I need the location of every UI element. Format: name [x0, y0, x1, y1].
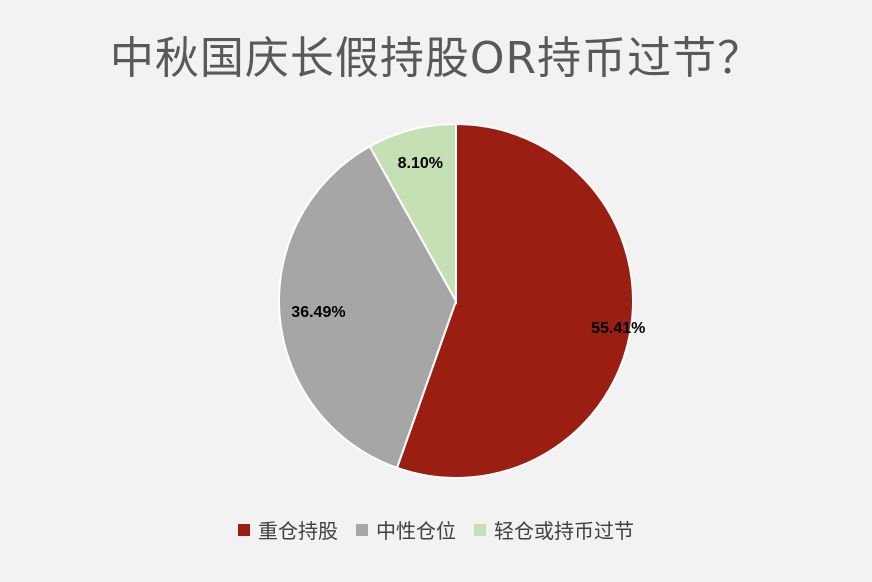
data-label-neutral: 36.49% — [291, 304, 345, 321]
legend-label-heavy: 重仓持股 — [258, 519, 338, 543]
legend-swatch-light — [474, 523, 486, 536]
legend-label-neutral: 中性仓位 — [376, 519, 456, 543]
legend-label-light: 轻仓或持币过节 — [494, 519, 634, 543]
data-label-light: 8.10% — [398, 155, 443, 172]
legend-swatch-neutral — [356, 523, 368, 536]
legend-item-light: 轻仓或持币过节 — [474, 515, 634, 544]
pie-slice-heavy — [395, 122, 634, 479]
chart-title: 中秋国庆长假持股OR持币过节？ — [109, 33, 763, 84]
legend-item-neutral: 中性仓位 — [356, 515, 456, 544]
pie-slice-neutral — [278, 145, 458, 470]
legend-swatch-heavy — [238, 523, 250, 536]
legend: 重仓持股 中性仓位 轻仓或持币过节 — [0, 515, 872, 544]
legend-item-heavy: 重仓持股 — [238, 515, 338, 544]
pie-slice-light — [368, 122, 457, 305]
data-label-heavy: 55.41% — [591, 320, 645, 337]
